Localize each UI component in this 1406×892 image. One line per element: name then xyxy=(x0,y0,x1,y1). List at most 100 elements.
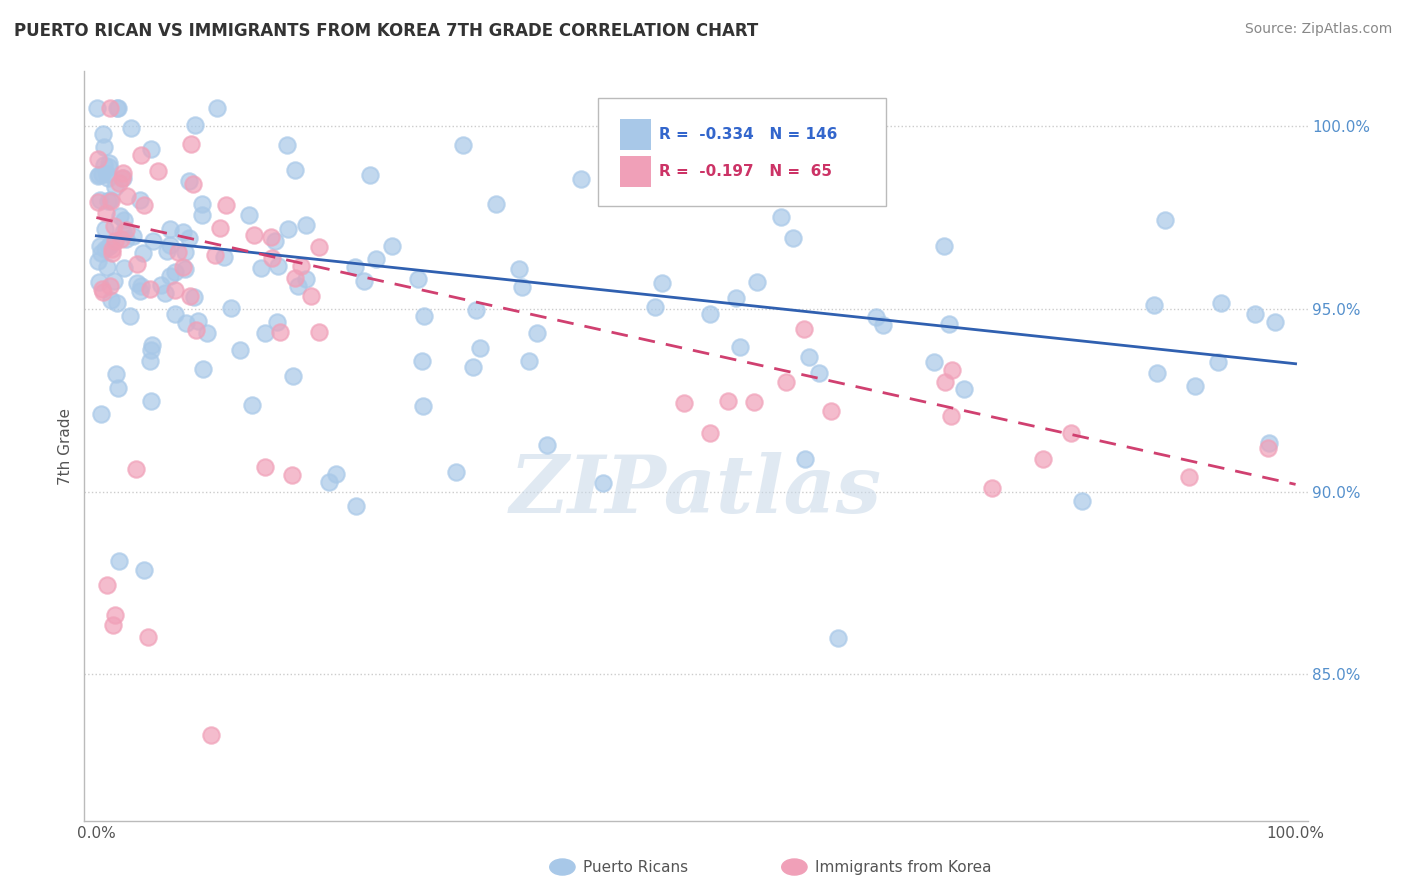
Point xyxy=(673,396,696,410)
Point xyxy=(1257,436,1279,450)
Point xyxy=(128,193,150,207)
Point xyxy=(406,271,429,285)
Point xyxy=(89,239,111,253)
Point xyxy=(243,228,266,243)
Point xyxy=(125,462,148,476)
Point xyxy=(132,246,155,260)
Point xyxy=(981,481,1004,495)
Point xyxy=(1060,425,1083,440)
Point xyxy=(266,314,288,328)
Point xyxy=(569,171,592,186)
Point xyxy=(136,631,159,645)
Point xyxy=(105,296,128,310)
Point xyxy=(174,317,197,331)
Point xyxy=(295,218,318,232)
Point xyxy=(100,194,122,208)
Point xyxy=(1243,307,1265,321)
Point xyxy=(195,326,218,340)
Point xyxy=(125,257,148,271)
Point xyxy=(86,254,108,268)
Point xyxy=(146,164,169,178)
Point xyxy=(277,221,299,235)
Point xyxy=(413,309,436,323)
Text: R =  -0.197   N =  65: R = -0.197 N = 65 xyxy=(659,164,832,179)
FancyBboxPatch shape xyxy=(598,97,886,206)
Point xyxy=(107,554,129,568)
Point xyxy=(87,194,110,209)
Point xyxy=(381,239,404,253)
Point xyxy=(166,245,188,260)
Point xyxy=(104,180,127,194)
Point xyxy=(938,317,960,331)
Point xyxy=(120,309,142,323)
Point xyxy=(179,288,201,302)
Point xyxy=(290,259,312,273)
Point xyxy=(359,168,381,182)
Point xyxy=(205,101,228,115)
Text: Puerto Ricans: Puerto Ricans xyxy=(583,860,689,874)
Point xyxy=(260,252,283,266)
Point xyxy=(204,248,226,262)
Point xyxy=(793,452,815,467)
Point xyxy=(820,404,842,418)
Point xyxy=(200,728,222,742)
Point xyxy=(159,238,181,252)
Point xyxy=(484,197,506,211)
Point xyxy=(115,223,138,237)
Point xyxy=(1206,355,1229,369)
Text: PUERTO RICAN VS IMMIGRANTS FROM KOREA 7TH GRADE CORRELATION CHART: PUERTO RICAN VS IMMIGRANTS FROM KOREA 7T… xyxy=(14,22,758,40)
Point xyxy=(94,221,117,235)
Point xyxy=(953,382,976,396)
Point xyxy=(934,375,956,389)
Point xyxy=(155,285,177,300)
Point xyxy=(89,193,111,207)
Point xyxy=(96,260,118,274)
Point xyxy=(181,177,204,191)
Point xyxy=(827,632,849,646)
Point xyxy=(281,369,304,384)
Point xyxy=(510,279,533,293)
Point xyxy=(180,137,202,152)
Point xyxy=(769,210,792,224)
Point xyxy=(1070,494,1092,508)
Point xyxy=(97,194,120,208)
Point xyxy=(177,174,200,188)
Point xyxy=(364,252,387,266)
Point xyxy=(127,276,149,290)
Point xyxy=(939,409,962,423)
Point xyxy=(294,272,316,286)
Point xyxy=(114,213,136,227)
Point xyxy=(174,261,197,276)
Point xyxy=(775,375,797,389)
Point xyxy=(318,475,340,489)
Point xyxy=(212,250,235,264)
Point xyxy=(353,274,375,288)
Point xyxy=(103,607,125,622)
Bar xyxy=(620,156,651,187)
Point xyxy=(186,322,208,336)
Point xyxy=(172,260,194,275)
Point xyxy=(299,289,322,303)
Point xyxy=(111,170,134,185)
Point xyxy=(100,293,122,308)
Point xyxy=(112,166,135,180)
Point xyxy=(105,367,128,381)
Point xyxy=(797,350,820,364)
Point xyxy=(141,142,163,156)
Point xyxy=(1184,378,1206,392)
Point xyxy=(139,354,162,368)
Point xyxy=(90,167,112,181)
Point xyxy=(172,225,194,239)
Point xyxy=(100,242,122,256)
Point xyxy=(922,355,945,369)
Point xyxy=(120,120,142,135)
Point xyxy=(229,343,252,358)
Point xyxy=(132,563,155,577)
Point xyxy=(238,208,260,222)
Point xyxy=(156,244,179,258)
Point xyxy=(132,198,155,212)
Point xyxy=(536,438,558,452)
Point xyxy=(191,208,214,222)
Point xyxy=(526,326,548,341)
Point xyxy=(101,246,124,260)
